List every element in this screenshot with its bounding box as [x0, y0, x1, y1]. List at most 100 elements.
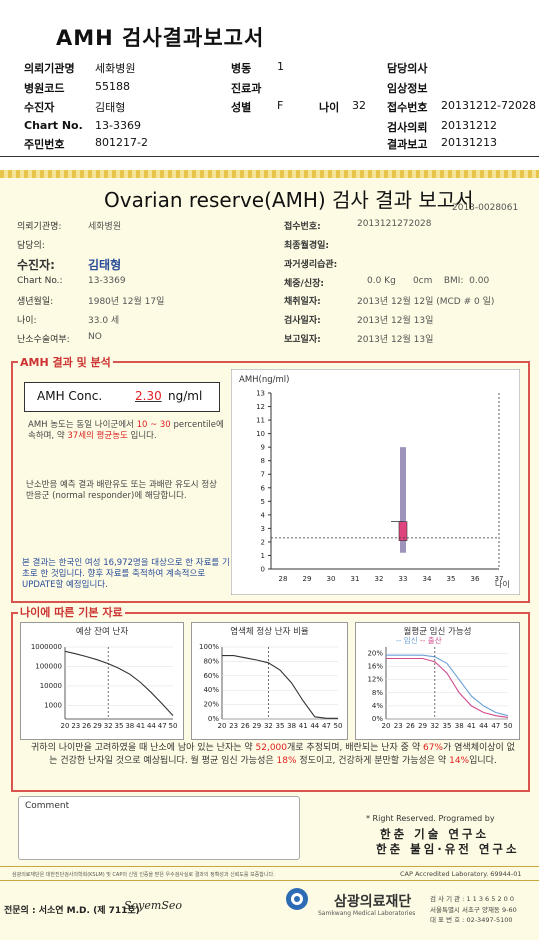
rl-value-5: 33.0 세: [88, 316, 120, 326]
value-age: 32: [352, 99, 366, 112]
basic-section-label: 나이에 따른 기본 자료: [18, 604, 125, 620]
rl-label-5: 나이:: [17, 316, 37, 326]
amh-percentile-text: AMH 농도는 동일 나이군에서 10 ~ 30 percentile에 속하며…: [28, 420, 224, 442]
amh-x-tick-label: 30: [327, 575, 336, 583]
value-report-date: 20131213: [441, 136, 497, 149]
eggs-x-tick-label: 29: [93, 722, 102, 730]
value-hospital-code: 55188: [95, 80, 130, 93]
preg-x-tick-label: 35: [443, 722, 452, 730]
amh-text1-b: percentile에 속하며, 약: [28, 420, 224, 441]
normal-x-tick-label: 20: [218, 722, 227, 730]
summary-preg: 18%: [276, 756, 297, 766]
amh-x-tick-label: 37: [495, 575, 504, 583]
amh-x-tick-label: 35: [447, 575, 456, 583]
rl-label-1: 담당의:: [17, 241, 45, 251]
footer-divider-2: [0, 880, 539, 881]
preg-chart: 20% 16% 12% 8% 4% 0%20 23 26 29 32 35 38 41 44 47 50: [367, 647, 513, 730]
preg-series-line: [386, 657, 509, 718]
label-request-date: 검사의뢰: [387, 121, 428, 134]
amh-x-tick-label: 34: [423, 575, 432, 583]
org-name-1: 한춘 기술 연구소: [380, 827, 490, 841]
summary-eggs: 52,000: [255, 743, 288, 753]
label-ward: 병동: [231, 62, 252, 75]
cap-text: CAP Accredited Laboratory. 69944-01: [400, 870, 522, 878]
amh-x-tick-label: 31: [351, 575, 360, 583]
eggs-x-tick-label: 32: [104, 722, 113, 730]
summary-e: 입니다.: [469, 756, 497, 766]
rl-label-2: 수진자:: [17, 258, 55, 272]
amh-section-box: [11, 361, 530, 603]
eggs-x-tick-label: 44: [147, 722, 156, 730]
rl-label-4: 생년월일:: [17, 297, 54, 307]
value-patient: 김태형: [95, 101, 126, 114]
preg-y-tick-label: 12%: [367, 676, 383, 684]
amh-y-tick-label: 4: [261, 511, 266, 519]
value-sex: F: [277, 99, 284, 112]
eggs-chart-title: 예상 잔여 난자: [75, 627, 129, 637]
normal-y-tick-label: 80%: [203, 657, 219, 665]
preg-x-tick-label: 23: [394, 722, 403, 730]
preg-x-tick-label: 38: [455, 722, 464, 730]
value-resident-no: 801217-2: [95, 136, 148, 149]
summary-b: 개로 추정되며, 배란되는 난자 중 약: [287, 743, 421, 753]
rl-value-2: 김태형: [88, 258, 122, 272]
contact-2: 서울특별시 서초구 양재동 9-60: [430, 906, 517, 914]
amh-y-tick-label: 6: [261, 484, 266, 492]
label-clinical-info: 임상정보: [387, 82, 428, 95]
preg-y-tick-label: 4%: [372, 702, 383, 710]
footer-divider: [0, 866, 539, 867]
amh-x-tick-label: 33: [399, 575, 408, 583]
rr-label-4: 채취일자:: [284, 297, 321, 307]
amh-x-tick-label: 36: [471, 575, 480, 583]
label-resident-no: 주민번호: [24, 138, 65, 151]
amh-x-label: 나이: [495, 579, 510, 589]
report-title: Ovarian reserve(AMH) 검사 결과 보고서: [104, 188, 474, 212]
amh-y-tick-label: 1: [261, 552, 265, 560]
label-receipt-no: 접수번호: [387, 101, 428, 114]
preg-x-tick-label: 26: [406, 722, 415, 730]
amh-text1-age: 37세의 평균농도: [67, 431, 128, 441]
preg-y-tick-label: 16%: [367, 663, 383, 671]
amh-data-note: 본 결과는 한국인 여성 16,972명을 대상으로 한 자료를 기초로 한 것…: [22, 558, 230, 590]
rl-value-0: 세화병원: [88, 222, 122, 232]
summary-a: 귀하의 나이만을 고려하였을 때 난소에 남아 있는 난자는 약: [31, 743, 253, 753]
value-receipt-no: 20131212-72028: [441, 99, 536, 112]
eggs-chart-box: 예상 잔여 난자 1000000 100000 10000 1000 20 23 26 29 3…: [20, 622, 184, 740]
label-chart-no: Chart No.: [24, 119, 83, 132]
label-doctor: 담당의사: [387, 62, 428, 75]
rr-label-6: 보고일자:: [284, 335, 321, 345]
amh-chart-frame: [231, 369, 520, 595]
preg-x-tick-label: 44: [479, 722, 488, 730]
rl-label-3: Chart No.:: [17, 276, 63, 286]
summary-birth: 14%: [449, 756, 470, 766]
normal-y-tick-label: 40%: [203, 686, 219, 694]
amh-y-tick-label: 10: [256, 430, 265, 438]
value-chart-no: 13-3369: [95, 119, 141, 132]
normal-y-tick-label: 100%: [199, 643, 219, 651]
normal-x-tick-label: 47: [322, 722, 331, 730]
amh-chart-title: AMH(ng/ml): [239, 375, 289, 385]
basic-summary: 귀하의 나이만을 고려하였을 때 난소에 남아 있는 난자는 약 52,000개…: [28, 742, 518, 768]
foundation-name: 삼광의료재단: [334, 894, 412, 910]
rr-value-6: 2013년 12월 13일: [357, 335, 434, 345]
eggs-y-tick-label: 1000000: [31, 643, 62, 651]
eggs-series-line: [64, 650, 174, 716]
preg-y-tick-label: 20%: [367, 650, 383, 658]
summary-pct: 67%: [422, 743, 443, 753]
eggs-x-tick-label: 38: [125, 722, 134, 730]
rr-label-1: 최종월경일:: [284, 241, 329, 251]
eggs-x-tick-label: 26: [82, 722, 91, 730]
rl-label-0: 의뢰기관명:: [17, 222, 62, 232]
normal-x-tick-label: 38: [287, 722, 296, 730]
preg-chart-title: 월평균 임신 가능성: [403, 627, 472, 637]
rr-label-5: 검사일자:: [284, 316, 321, 326]
foundation-name-en: Samkwang Medical Laboratories: [318, 910, 416, 917]
preg-x-tick-label: 50: [504, 722, 513, 730]
amh-conc-unit: ng/ml: [168, 389, 203, 403]
amh-conc-value: 2.30: [135, 389, 162, 403]
amh-y-tick-label: 9: [261, 444, 265, 452]
amh-text1-c: 입니다.: [130, 431, 157, 441]
eggs-y-tick-label: 100000: [35, 662, 62, 670]
preg-chart-box: 월평균 임신 가능성 -- 임신 -- 출산 20% 16% 12% 8% 4% 0% 20…: [355, 622, 520, 740]
